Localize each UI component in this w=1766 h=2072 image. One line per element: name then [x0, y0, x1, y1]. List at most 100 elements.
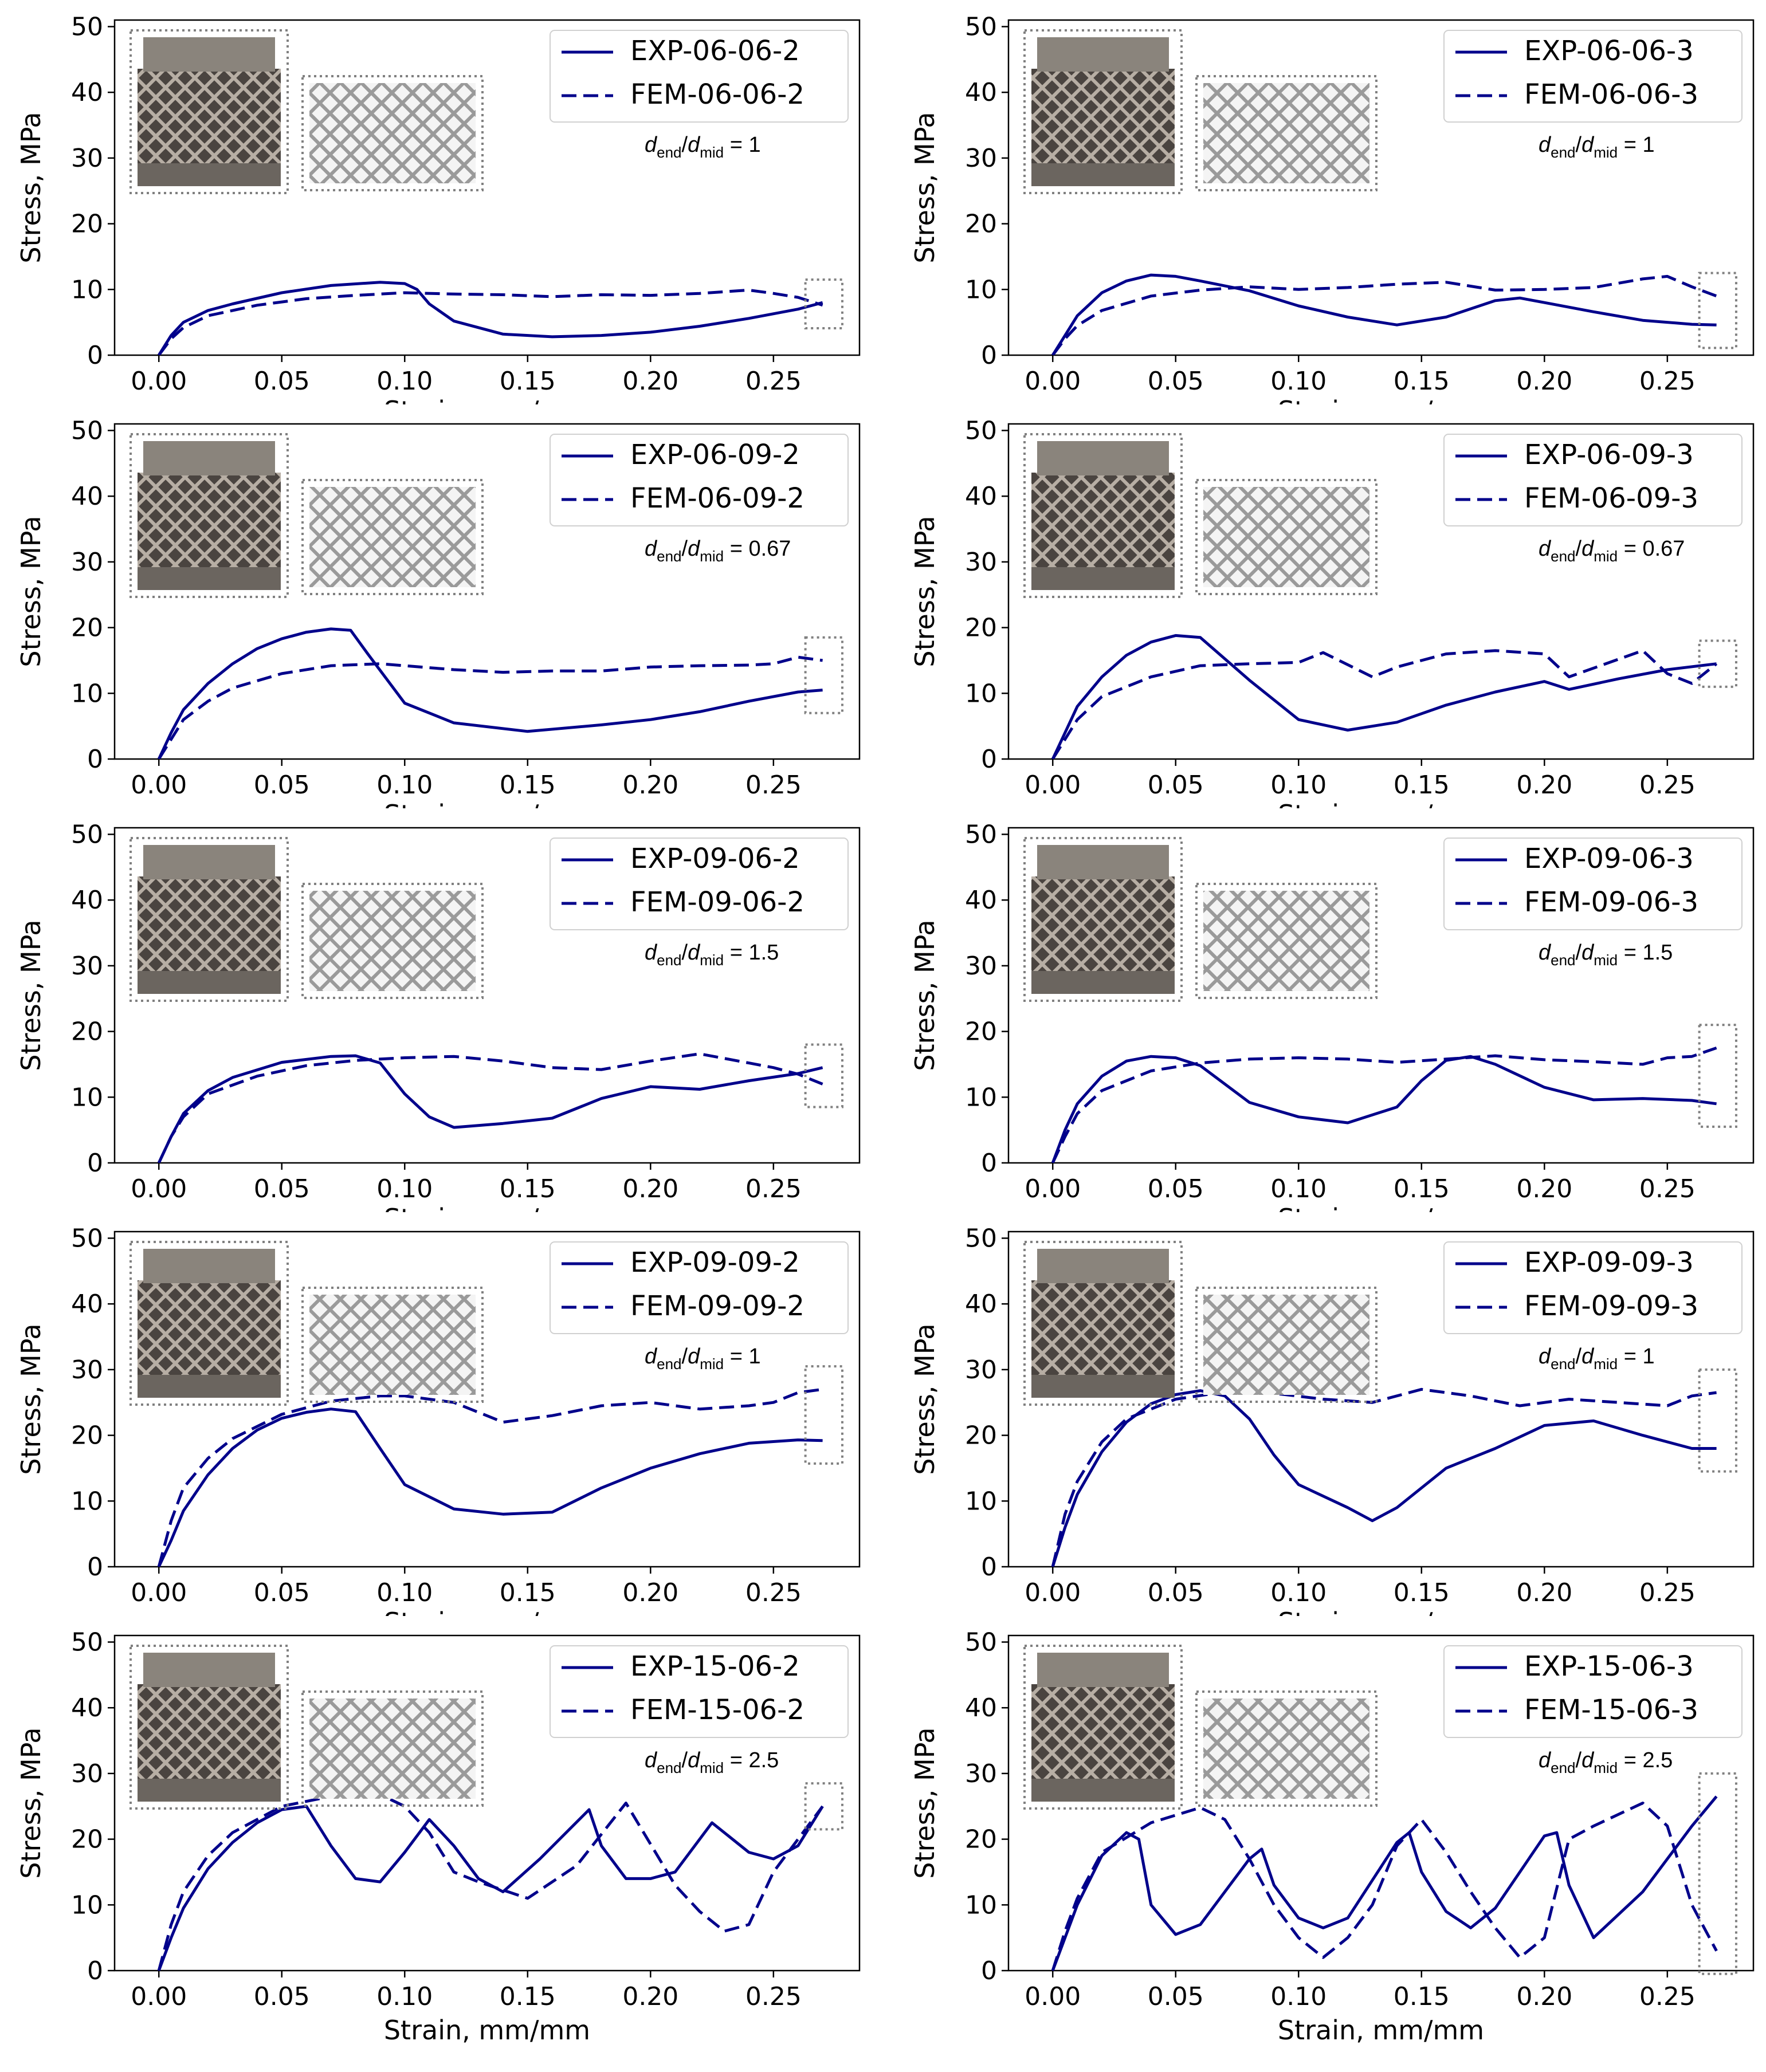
- specimen-photo: [138, 37, 281, 186]
- x-tick-label: 0.25: [745, 367, 802, 396]
- panel-06-06-3: 0 10 20 30 40 50 0.00 0.05 0.10 0.15 0.20 0.25 Stres…: [909, 12, 1755, 404]
- series-line-FEM-09-06-2: [157, 1052, 823, 1163]
- legend-entry: FEM-15-06-3: [1524, 1694, 1698, 1726]
- x-tick-label: 0.20: [622, 1982, 678, 2011]
- legend-entry: FEM-06-09-2: [630, 482, 804, 514]
- ratio-annotation: dend/dmid = 1.5: [645, 941, 779, 969]
- series-line-FEM-06-09-2: [158, 655, 823, 759]
- y-tick-label: 0: [87, 1149, 103, 1178]
- y-tick-label: 20: [71, 1421, 103, 1450]
- legend-box: [1443, 434, 1743, 526]
- y-tick-label: 50: [71, 820, 103, 849]
- y-tick-label: 20: [71, 1825, 103, 1854]
- fem-render: [309, 1699, 476, 1799]
- series-line-FEM-09-06-3: [1051, 1046, 1717, 1163]
- end-marker-box: [804, 1782, 843, 1831]
- specimen-photo: [138, 845, 281, 994]
- fem-render: [1203, 1699, 1369, 1799]
- x-tick-label: 0.05: [254, 770, 310, 800]
- legend-entry: FEM-06-06-2: [630, 78, 804, 111]
- x-axis-label-hidden: Strain, mm/mm: [384, 799, 590, 830]
- y-tick-label: 20: [71, 614, 103, 643]
- x-tick-label: 0.00: [1025, 1174, 1081, 1204]
- x-tick-label: 0.20: [622, 1578, 678, 1607]
- ratio-annotation: dend/dmid = 0.67: [1539, 537, 1685, 565]
- x-tick-label: 0.00: [131, 1174, 187, 1204]
- x-tick-label: 0.15: [500, 367, 556, 396]
- y-axis-label: Stress, MPa: [15, 919, 46, 1071]
- y-tick-label: 30: [71, 1759, 103, 1788]
- render-frame: [1195, 479, 1378, 595]
- x-tick-label: 0.20: [1516, 1982, 1572, 2011]
- legend-entry: EXP-09-09-3: [1524, 1247, 1694, 1279]
- render-frame: [301, 1690, 484, 1807]
- y-tick-label: 20: [965, 1421, 997, 1450]
- legend-entry: EXP-06-06-2: [630, 35, 800, 67]
- render-frame: [1195, 1287, 1378, 1403]
- y-tick-label: 50: [965, 416, 997, 445]
- series-line-EXP-06-06-3: [1051, 273, 1717, 355]
- x-tick-label: 0.10: [376, 367, 433, 396]
- legend-entry: EXP-06-09-2: [630, 439, 800, 471]
- series-line-FEM-06-09-3: [1051, 649, 1718, 759]
- ratio-annotation: dend/dmid = 2.5: [645, 1748, 779, 1776]
- series-line-FEM-15-06-2: [157, 1793, 824, 1971]
- photo-frame: [1023, 1241, 1183, 1406]
- x-tick-label: 0.25: [1639, 1174, 1696, 1204]
- x-tick-label: 0.10: [1270, 367, 1327, 396]
- x-axis-label: Strain, mm/mm: [1278, 2015, 1484, 2046]
- y-tick-label: 40: [71, 1693, 103, 1723]
- specimen-photo: [138, 1653, 281, 1802]
- photo-frame: [1023, 433, 1183, 598]
- x-tick-label: 0.05: [1148, 1174, 1204, 1204]
- x-tick-label: 0.05: [1148, 1578, 1204, 1607]
- end-marker-box: [1698, 1772, 1737, 1975]
- specimen-photo: [1031, 1653, 1175, 1802]
- specimen-photo: [138, 1249, 281, 1398]
- y-tick-label: 30: [965, 952, 997, 981]
- legend-box: [550, 1241, 849, 1334]
- y-tick-label: 10: [965, 275, 997, 304]
- photo-frame: [129, 1241, 289, 1406]
- legend-box: [1443, 838, 1743, 930]
- panel-06-09-2: 0 10 20 30 40 50 0.00 0.05 0.10 0.15 0.20 0.25 Stres…: [15, 416, 861, 830]
- specimen-photo: [1031, 1249, 1175, 1398]
- render-frame: [301, 75, 484, 191]
- y-tick-label: 50: [71, 416, 103, 445]
- specimen-photo: [1031, 37, 1175, 186]
- photo-frame: [1023, 29, 1183, 194]
- x-axis-label-hidden: Strain, mm/mm: [384, 395, 590, 426]
- y-tick-label: 30: [71, 952, 103, 981]
- series-line-EXP-09-09-2: [157, 1407, 823, 1567]
- x-tick-label: 0.20: [1516, 367, 1572, 396]
- end-marker-box: [804, 1043, 843, 1108]
- x-tick-label: 0.15: [500, 1982, 556, 2011]
- legend-entry: FEM-09-06-2: [630, 886, 804, 918]
- x-tick-label: 0.10: [376, 1982, 433, 2011]
- ratio-annotation: dend/dmid = 0.67: [645, 537, 791, 565]
- legend-box: [1443, 1645, 1743, 1738]
- y-tick-label: 0: [87, 341, 103, 370]
- x-tick-label: 0.00: [131, 367, 187, 396]
- y-tick-label: 50: [71, 1224, 103, 1253]
- fem-render: [309, 487, 476, 587]
- x-tick-label: 0.25: [745, 1982, 802, 2011]
- x-tick-label: 0.15: [500, 1174, 556, 1204]
- y-tick-label: 30: [71, 1355, 103, 1385]
- x-tick-label: 0.00: [1025, 1578, 1081, 1607]
- legend-entry: FEM-09-09-3: [1524, 1290, 1698, 1322]
- x-tick-label: 0.10: [1270, 770, 1327, 800]
- series-line-EXP-06-09-2: [157, 627, 823, 759]
- y-tick-label: 0: [981, 1552, 997, 1582]
- x-tick-label: 0.00: [131, 1578, 187, 1607]
- x-tick-label: 0.15: [500, 770, 556, 800]
- x-axis-label-hidden: Strain, mm/mm: [1278, 799, 1484, 830]
- specimen-photo: [1031, 845, 1175, 994]
- y-tick-label: 40: [965, 1693, 997, 1723]
- ratio-annotation: dend/dmid = 1: [645, 133, 761, 161]
- legend-entry: FEM-06-06-3: [1524, 78, 1698, 111]
- legend-entry: FEM-09-06-3: [1524, 886, 1698, 918]
- y-tick-label: 40: [71, 482, 103, 511]
- panel-06-06-2: 0 10 20 30 40 50 0.00 0.05 0.10 0.15 0.20 0.25 Stres…: [15, 12, 861, 426]
- legend-entry: FEM-15-06-2: [630, 1694, 804, 1726]
